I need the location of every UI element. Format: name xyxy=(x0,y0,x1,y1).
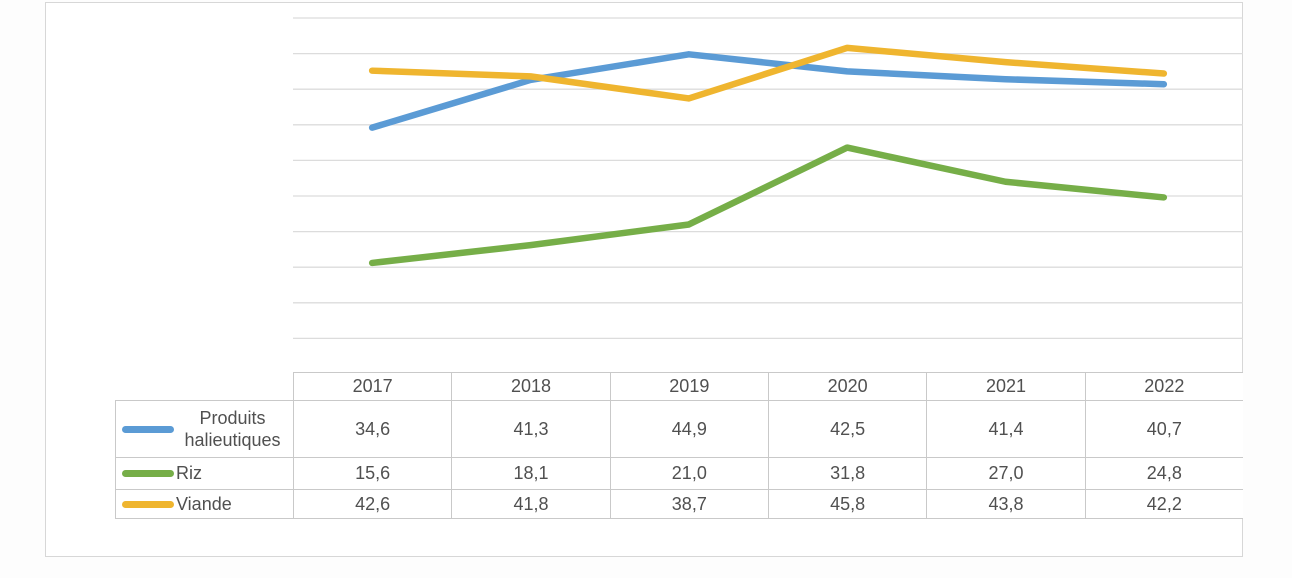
series-label: Riz xyxy=(176,463,202,484)
series-label: Produits halieutiques xyxy=(184,407,281,451)
table-corner-cell xyxy=(115,372,293,400)
series-line-viande xyxy=(368,44,1168,102)
year-header-cell: 2017 xyxy=(293,372,452,400)
value-cell: 41,4 xyxy=(926,400,1085,457)
value-cell: 21,0 xyxy=(609,457,768,489)
value-cell: 40,7 xyxy=(1084,400,1243,457)
year-header-cell: 2019 xyxy=(609,372,768,400)
value-cell: 24,8 xyxy=(1084,457,1243,489)
legend-key-icon xyxy=(122,500,174,508)
year-header-cell: 2020 xyxy=(767,372,927,400)
year-header-cell: 2022 xyxy=(1084,372,1243,400)
value-cell: 42,6 xyxy=(293,489,452,519)
series-line-produits-halieutiques xyxy=(368,51,1168,131)
series-label-cell: Viande xyxy=(115,489,293,519)
plot-area xyxy=(293,17,1243,340)
data-table: 2017 2018 2019 2020 2021 2022 Produits halieut… xyxy=(115,372,1243,519)
value-cell: 44,9 xyxy=(609,400,768,457)
value-cell: 42,5 xyxy=(767,400,927,457)
year-header-cell: 2021 xyxy=(926,372,1085,400)
value-cell: 41,8 xyxy=(451,489,610,519)
legend-key-icon xyxy=(122,470,174,477)
value-cell: 34,6 xyxy=(293,400,452,457)
value-cell: 43,8 xyxy=(926,489,1085,519)
value-cell: 18,1 xyxy=(451,457,610,489)
year-header-cell: 2018 xyxy=(451,372,610,400)
value-cell: 27,0 xyxy=(926,457,1085,489)
value-cell: 38,7 xyxy=(609,489,768,519)
value-cell: 42,2 xyxy=(1084,489,1243,519)
value-cell: 45,8 xyxy=(767,489,927,519)
chart-frame: 2017 2018 2019 2020 2021 2022 Produits halieut… xyxy=(45,2,1243,557)
value-cell: 15,6 xyxy=(293,457,452,489)
series-label: Viande xyxy=(176,493,232,514)
series-label-cell: Produits halieutiques xyxy=(115,400,293,457)
series-line-riz xyxy=(368,144,1168,267)
legend-key-icon xyxy=(122,425,174,433)
value-cell: 41,3 xyxy=(451,400,610,457)
value-cell: 31,8 xyxy=(767,457,927,489)
series-label-cell: Riz xyxy=(115,457,293,489)
